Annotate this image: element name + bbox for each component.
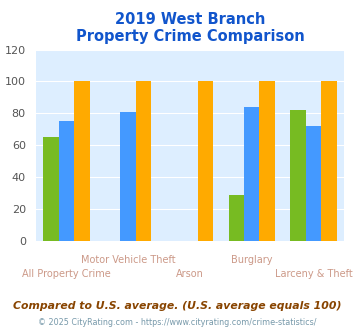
Bar xyxy=(120,112,136,241)
Text: All Property Crime: All Property Crime xyxy=(22,269,111,279)
Text: Burglary: Burglary xyxy=(231,255,272,265)
Text: Motor Vehicle Theft: Motor Vehicle Theft xyxy=(81,255,175,265)
Legend: West Branch, Michigan, National: West Branch, Michigan, National xyxy=(41,327,339,330)
Bar xyxy=(43,137,59,241)
Bar xyxy=(198,82,213,241)
Bar xyxy=(136,82,151,241)
Bar xyxy=(244,107,260,241)
Bar xyxy=(321,82,337,241)
Bar xyxy=(260,82,275,241)
Text: Arson: Arson xyxy=(176,269,204,279)
Title: 2019 West Branch
Property Crime Comparison: 2019 West Branch Property Crime Comparis… xyxy=(76,12,304,44)
Bar xyxy=(59,121,74,241)
Text: Compared to U.S. average. (U.S. average equals 100): Compared to U.S. average. (U.S. average … xyxy=(13,301,342,311)
Text: Larceny & Theft: Larceny & Theft xyxy=(274,269,353,279)
Bar xyxy=(290,110,306,241)
Bar xyxy=(74,82,89,241)
Bar xyxy=(229,195,244,241)
Text: © 2025 CityRating.com - https://www.cityrating.com/crime-statistics/: © 2025 CityRating.com - https://www.city… xyxy=(38,318,317,327)
Bar xyxy=(306,126,321,241)
